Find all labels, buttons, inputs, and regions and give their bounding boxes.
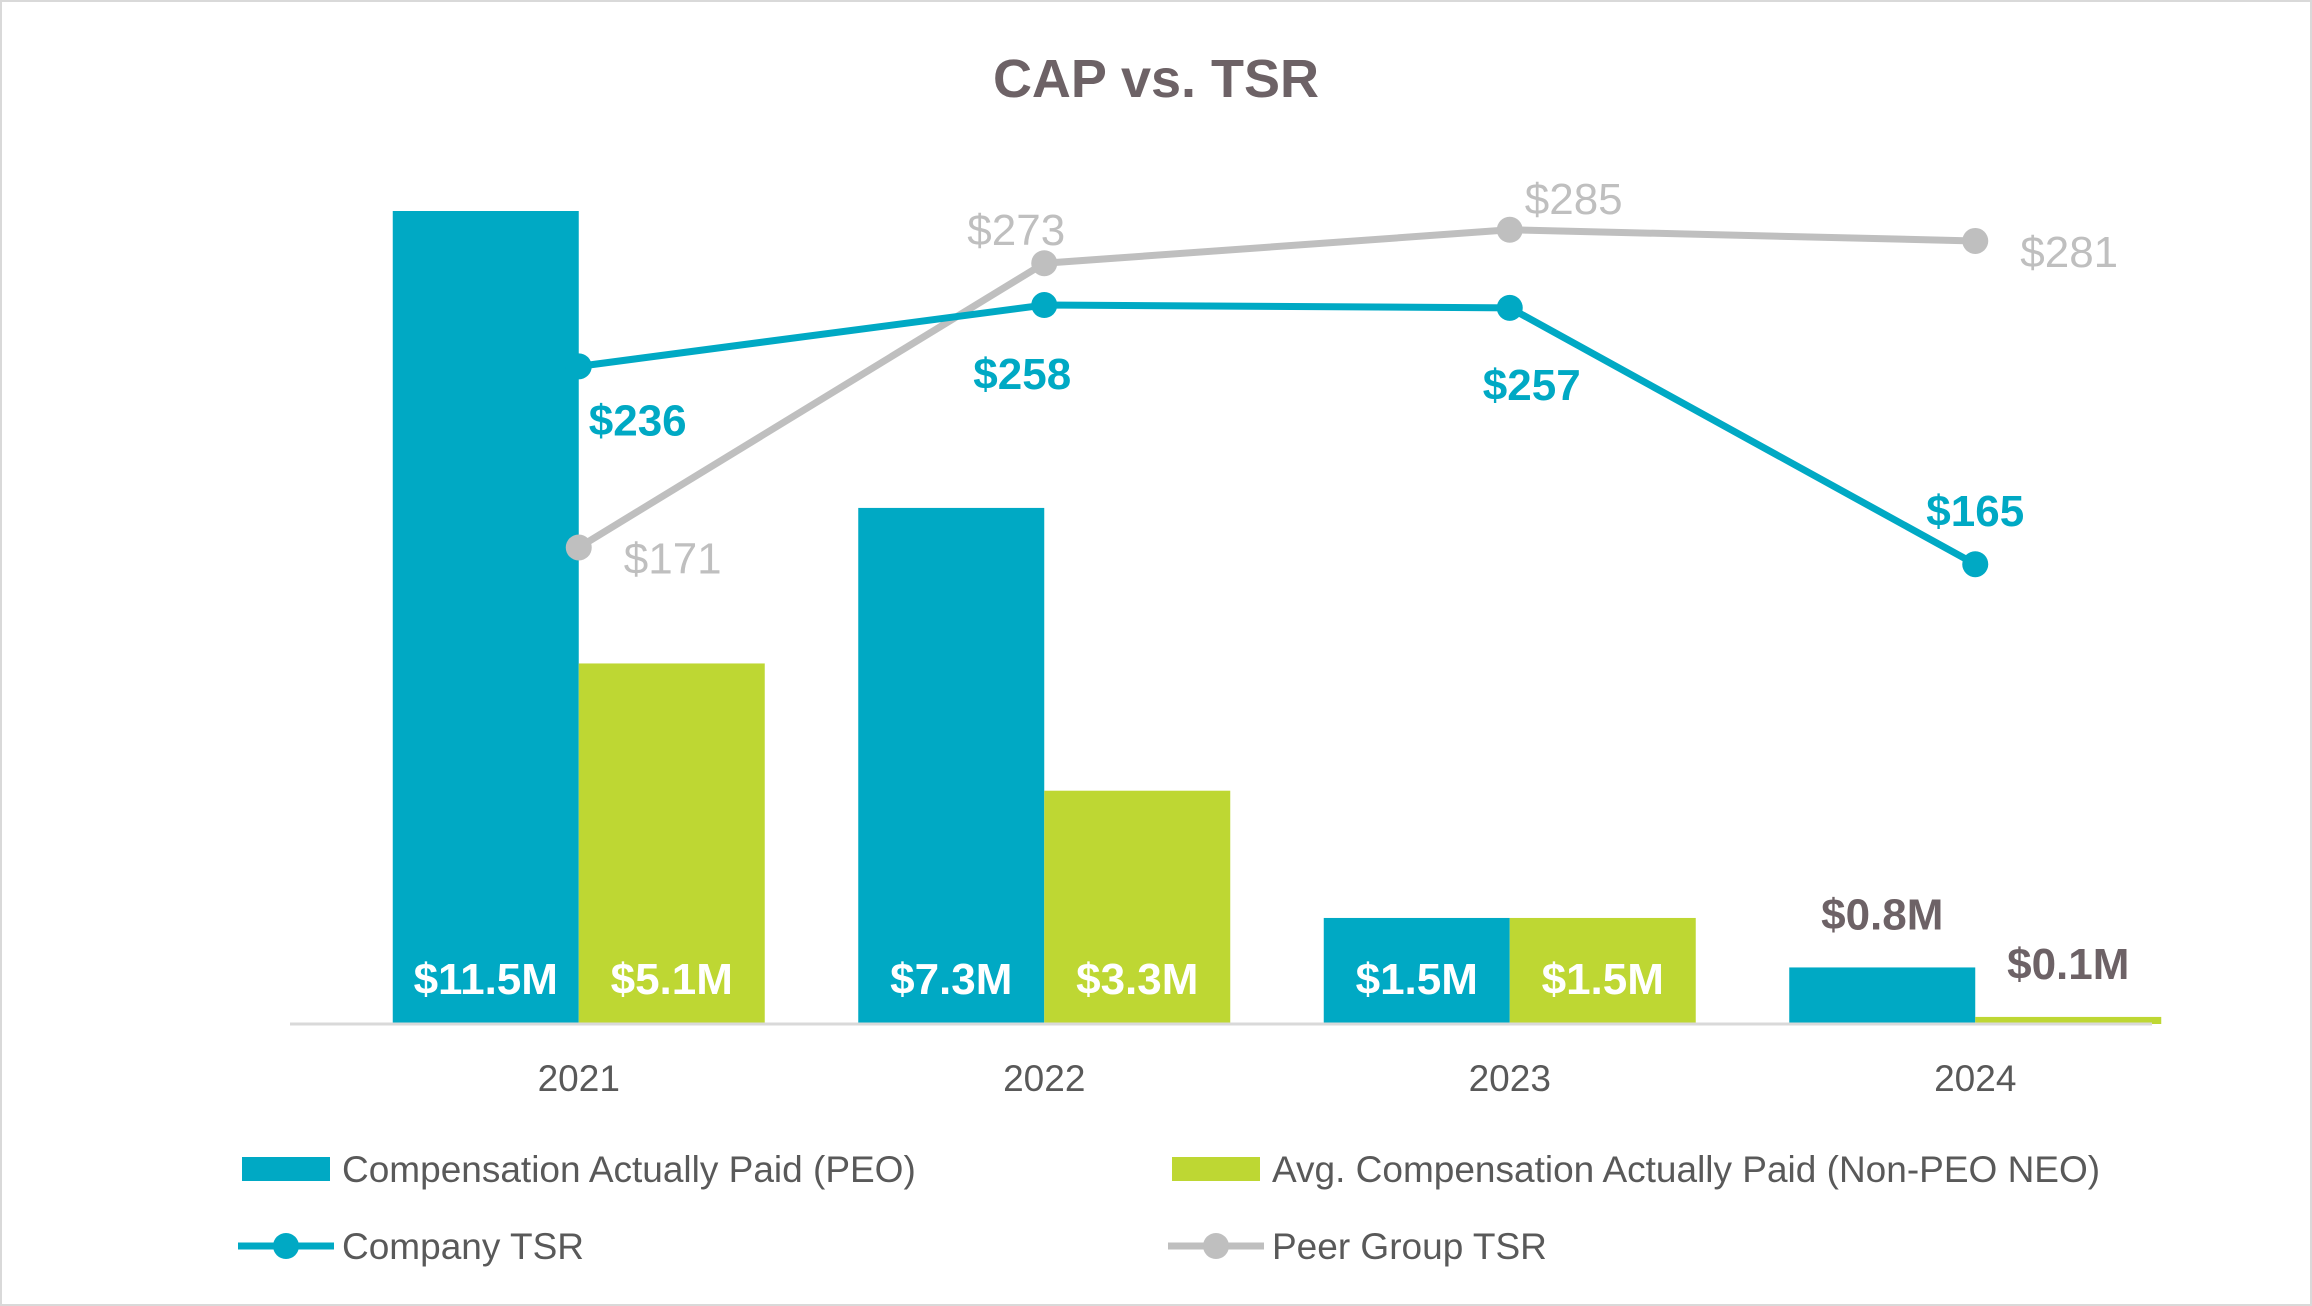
bar-label-compensation-actually-paid-peo-2023: $1.5M [1356,955,1478,1004]
point-peer-group-tsr-2024 [1962,227,1989,254]
bar-label-compensation-actually-paid-peo-2024: $0.8M [1821,890,1943,939]
legend-marker-peer-group-tsr [1203,1233,1229,1259]
line-label-peer-group-tsr-2024: $281 [2020,228,2118,277]
bars-layer: $11.5M $7.3M $1.5M $0.8M $5.1M $3.3M $1.5M $0.1… [392,211,2162,1024]
point-company-tsr-2021 [565,353,592,380]
line-label-peer-group-tsr-2021: $171 [624,534,722,583]
legend-swatch-compensation-actually-paid-peo [242,1157,330,1181]
bar-compensation-actually-paid-peo-2024 [1789,967,1976,1024]
point-peer-group-tsr-2022 [1031,250,1058,277]
line-label-company-tsr-2022: $258 [973,350,1071,399]
line-label-peer-group-tsr-2022: $273 [967,206,1065,255]
bar-compensation-actually-paid-peo-2022 [858,507,1045,1024]
bar-label-compensation-actually-paid-peo-2022: $7.3M [890,955,1012,1004]
line-label-company-tsr-2024: $165 [1926,487,2024,536]
bar-label-avg-compensation-actually-paid-non-peo-neo-2022: $3.3M [1076,955,1198,1004]
legend-label-peer-group-tsr: Peer Group TSR [1272,1226,1547,1267]
point-peer-group-tsr-2021 [565,534,592,561]
point-company-tsr-2022 [1031,292,1058,319]
bar-compensation-actually-paid-peo-2021 [392,211,579,1024]
x-tick-2021: 2021 [538,1058,620,1099]
bar-avg-compensation-actually-paid-non-peo-neo-2022 [1044,790,1231,1024]
bar-avg-compensation-actually-paid-non-peo-neo-2021 [578,663,765,1024]
point-company-tsr-2024 [1962,551,1989,578]
legend-label-compensation-actually-paid-peo: Compensation Actually Paid (PEO) [342,1149,916,1190]
x-tick-2024: 2024 [1934,1058,2016,1099]
x-tick-2022: 2022 [1003,1058,1085,1099]
line-peer-group-tsr [576,226,1976,551]
bar-label-avg-compensation-actually-paid-non-peo-neo-2024: $0.1M [2007,940,2129,989]
bar-label-avg-compensation-actually-paid-non-peo-neo-2021: $5.1M [611,955,733,1004]
point-peer-group-tsr-2023 [1496,216,1523,243]
line-label-company-tsr-2021: $236 [589,396,687,445]
chart-title: CAP vs. TSR [993,49,1319,109]
bar-avg-compensation-actually-paid-non-peo-neo-2023 [1509,917,1696,1024]
lines-layer: $171 $273 $285 $281 $236 $258 $257 $165 [565,175,2118,583]
x-tick-2023: 2023 [1469,1058,1551,1099]
line-label-company-tsr-2023: $257 [1483,361,1581,410]
x-axis-ticks: 2021 2022 2023 2024 [538,1058,2017,1099]
bar-compensation-actually-paid-peo-2023 [1323,917,1510,1024]
legend: Compensation Actually Paid (PEO) Avg. Com… [238,1149,2100,1267]
legend-marker-company-tsr [273,1233,299,1259]
bar-avg-compensation-actually-paid-non-peo-neo-2024 [1975,1016,2162,1024]
legend-label-avg-compensation-actually-paid-non-peo-neo: Avg. Compensation Actually Paid (Non-PEO… [1272,1149,2100,1190]
legend-label-company-tsr: Company TSR [342,1226,584,1267]
point-company-tsr-2023 [1496,294,1523,321]
bar-label-compensation-actually-paid-peo-2021: $11.5M [414,955,558,1004]
line-label-peer-group-tsr-2023: $285 [1525,175,1623,224]
bar-label-avg-compensation-actually-paid-non-peo-neo-2023: $1.5M [1542,955,1664,1004]
legend-swatch-avg-compensation-actually-paid-non-peo-neo [1172,1157,1260,1181]
line-company-tsr [578,301,1977,568]
